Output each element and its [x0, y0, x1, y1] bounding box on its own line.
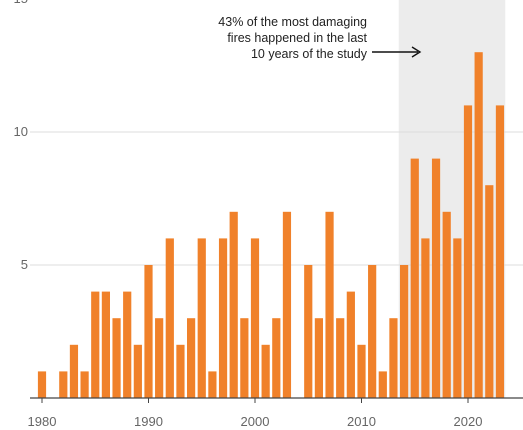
bar-1987 [112, 318, 121, 398]
bar-1988 [123, 291, 132, 398]
bar-1992 [165, 238, 174, 398]
bar-1986 [101, 291, 110, 398]
bar-1983 [69, 344, 79, 398]
bar-2013 [389, 318, 398, 398]
bar-2021 [474, 52, 483, 398]
bar-1999 [240, 318, 249, 398]
bar-2018 [442, 211, 451, 398]
x-tick-label: 2020 [454, 414, 483, 429]
bar-2015 [410, 158, 419, 398]
bar-1990 [144, 265, 153, 398]
bar-1991 [155, 318, 164, 398]
bar-2010 [357, 344, 366, 398]
bar-2005 [304, 265, 313, 398]
y-tick-label: 10 [14, 124, 28, 139]
y-tick-labels: 5 10 15 [14, 0, 28, 272]
x-tick-labels: 1980 1990 2000 2010 2020 [28, 398, 483, 429]
bar-2009 [346, 291, 355, 398]
bar-2000 [250, 238, 260, 398]
bar-1982 [59, 371, 68, 398]
bar-1998 [229, 211, 238, 398]
bar-2007 [325, 211, 334, 398]
bar-2002 [272, 318, 281, 398]
bar-1993 [176, 344, 185, 398]
y-tick-label: 5 [21, 257, 28, 272]
bar-2014 [400, 265, 409, 398]
bar-2020 [463, 105, 473, 399]
bar-1995 [197, 238, 206, 398]
x-tick-label: 2000 [241, 414, 270, 429]
bar-2001 [261, 344, 270, 398]
bar-2006 [314, 318, 323, 398]
bar-2017 [431, 158, 441, 398]
x-tick-label: 1990 [134, 414, 163, 429]
bar-2012 [378, 371, 387, 398]
bar-2011 [368, 265, 377, 398]
bar-2022 [485, 185, 494, 398]
y-tick-label: 15 [14, 0, 28, 6]
bar-2008 [336, 318, 345, 398]
bar-1985 [91, 291, 100, 398]
bar-2016 [421, 238, 430, 398]
bar-1980 [37, 371, 47, 398]
bar-2023 [495, 105, 505, 399]
bar-1994 [187, 318, 196, 398]
bar-1989 [133, 344, 142, 398]
x-tick-label: 1980 [28, 414, 57, 429]
gridlines [30, 131, 523, 266]
x-tick-label: 2010 [347, 414, 376, 429]
bar-1996 [208, 371, 217, 398]
bars [37, 52, 505, 399]
bar-2019 [453, 238, 462, 398]
bar-1984 [80, 371, 89, 398]
bar-1997 [218, 238, 228, 398]
annotation-text: 43% of the most damaging fires happened … [218, 15, 367, 61]
annotation-arrow [372, 46, 422, 58]
bar-2003 [282, 211, 292, 398]
